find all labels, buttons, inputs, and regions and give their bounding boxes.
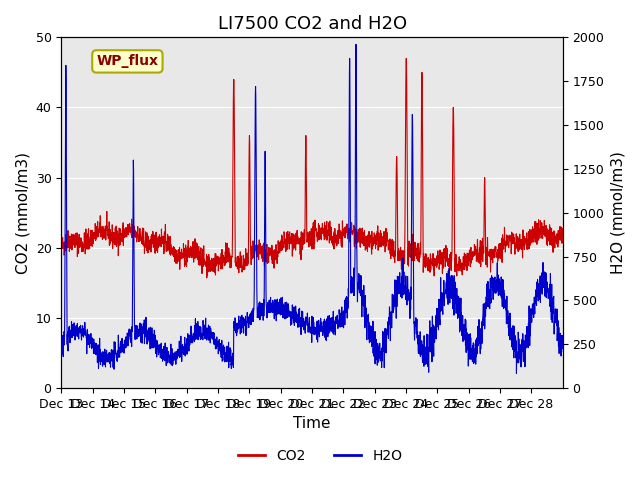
Y-axis label: CO2 (mmol/m3): CO2 (mmol/m3) xyxy=(15,152,30,274)
Title: LI7500 CO2 and H2O: LI7500 CO2 and H2O xyxy=(218,15,406,33)
Text: WP_flux: WP_flux xyxy=(97,54,158,68)
Legend: CO2, H2O: CO2, H2O xyxy=(232,443,408,468)
X-axis label: Time: Time xyxy=(293,417,331,432)
Y-axis label: H2O (mmol/m3): H2O (mmol/m3) xyxy=(610,151,625,274)
